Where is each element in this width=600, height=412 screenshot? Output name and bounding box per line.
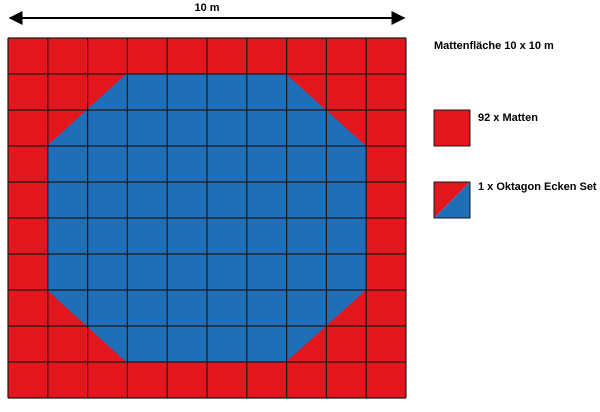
legend-label: 92 x Matten — [478, 112, 538, 124]
mat-area — [7, 37, 407, 399]
legend-swatch-corner — [433, 181, 471, 219]
mat-grid — [7, 37, 407, 399]
legend-label: 1 x Oktagon Ecken Set — [478, 181, 597, 193]
legend-title: Mattenfläche 10 x 10 m — [434, 40, 554, 52]
dimension-label: 10 m — [194, 2, 219, 14]
legend-swatch-mat — [433, 109, 471, 147]
